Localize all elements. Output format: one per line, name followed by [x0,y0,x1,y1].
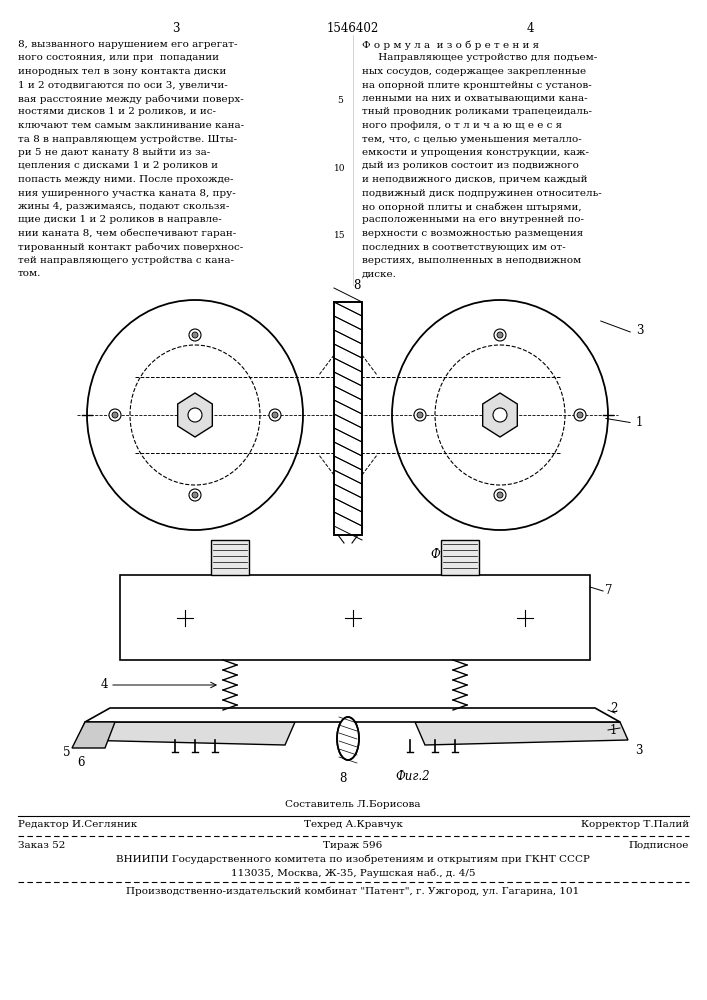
Text: 15: 15 [334,231,346,240]
Text: Составитель Л.Борисова: Составитель Л.Борисова [285,800,421,809]
Text: 10: 10 [334,164,346,173]
Text: 1546402: 1546402 [327,22,379,35]
Text: 113035, Москва, Ж-35, Раушская наб., д. 4/5: 113035, Москва, Ж-35, Раушская наб., д. … [230,868,475,878]
Text: емкости и упрощения конструкции, каж-: емкости и упрощения конструкции, каж- [362,148,589,157]
Text: 3: 3 [173,22,180,35]
Text: ния уширенного участка каната 8, пру-: ния уширенного участка каната 8, пру- [18,188,235,198]
Text: ВНИИПИ Государственного комитета по изобретениям и открытиям при ГКНТ СССР: ВНИИПИ Государственного комитета по изоб… [116,855,590,864]
Circle shape [112,412,118,418]
Text: Направляющее устройство для подъем-: Направляющее устройство для подъем- [362,53,597,62]
Text: 8: 8 [353,279,361,292]
Bar [334,302,362,535]
Text: но опорной плиты и снабжен штырями,: но опорной плиты и снабжен штырями, [362,202,582,212]
Text: 1: 1 [636,416,643,430]
Circle shape [574,409,586,421]
Ellipse shape [337,717,359,760]
Text: тей направляющего устройства с кана-: тей направляющего устройства с кана- [18,256,234,265]
Text: 6: 6 [78,756,85,768]
Text: Фиг.2: Фиг.2 [395,770,430,783]
Text: ностями дисков 1 и 2 роликов, и ис-: ностями дисков 1 и 2 роликов, и ис- [18,107,216,116]
Text: 1: 1 [610,724,617,736]
Circle shape [192,492,198,498]
Text: тем, что, с целью уменьшения металло-: тем, что, с целью уменьшения металло- [362,134,582,143]
Text: Тираж 596: Тираж 596 [323,841,382,850]
Text: вая расстояние между рабочими поверх-: вая расстояние между рабочими поверх- [18,94,244,104]
Polygon shape [85,708,620,722]
Text: Редактор И.Сегляник: Редактор И.Сегляник [18,820,137,829]
Text: 3: 3 [635,744,643,756]
Text: 4: 4 [100,678,108,692]
Circle shape [192,332,198,338]
Text: попасть между ними. После прохожде-: попасть между ними. После прохожде- [18,175,233,184]
Text: Фиг.1: Фиг.1 [430,548,464,561]
Text: инородных тел в зону контакта диски: инородных тел в зону контакта диски [18,67,226,76]
Text: Ф о р м у л а  и з о б р е т е н и я: Ф о р м у л а и з о б р е т е н и я [362,40,539,49]
Text: ри 5 не дают канату 8 выйти из за-: ри 5 не дают канату 8 выйти из за- [18,148,210,157]
Text: ных сосудов, содержащее закрепленные: ных сосудов, содержащее закрепленные [362,67,586,76]
Text: 2: 2 [610,702,617,714]
Text: жины 4, разжимаясь, подают скользя-: жины 4, разжимаясь, подают скользя- [18,202,229,211]
Text: расположенными на его внутренней по-: расположенными на его внутренней по- [362,216,584,225]
Polygon shape [72,722,115,748]
Text: дый из роликов состоит из подвижного: дый из роликов состоит из подвижного [362,161,579,170]
Circle shape [188,408,202,422]
Circle shape [269,409,281,421]
Circle shape [414,409,426,421]
Text: 1 и 2 отодвигаются по оси 3, увеличи-: 1 и 2 отодвигаются по оси 3, увеличи- [18,81,228,90]
Text: нии каната 8, чем обеспечивают гаран-: нии каната 8, чем обеспечивают гаран- [18,229,236,238]
Text: подвижный диск подпружинен относитель-: подвижный диск подпружинен относитель- [362,188,602,198]
Text: 8: 8 [339,772,346,785]
Circle shape [497,492,503,498]
Circle shape [189,489,201,501]
Text: ного состояния, или при  попадании: ного состояния, или при попадании [18,53,219,62]
Text: 3: 3 [636,324,643,336]
Text: 8, вызванного нарушением его агрегат-: 8, вызванного нарушением его агрегат- [18,40,238,49]
Circle shape [417,412,423,418]
Text: верстиях, выполненных в неподвижном: верстиях, выполненных в неподвижном [362,256,581,265]
Polygon shape [77,722,295,745]
Text: 7: 7 [605,584,612,596]
Text: 5: 5 [337,96,343,105]
Text: верхности с возможностью размещения: верхности с возможностью размещения [362,229,583,238]
Text: диске.: диске. [362,269,397,278]
Circle shape [272,412,278,418]
Text: 4: 4 [526,22,534,35]
Text: ленными на них и охватывающими кана-: ленными на них и охватывающими кана- [362,94,588,103]
Text: Заказ 52: Заказ 52 [18,841,65,850]
Polygon shape [177,393,212,437]
Text: тный проводник роликами трапецеидаль-: тный проводник роликами трапецеидаль- [362,107,592,116]
Text: том.: том. [18,269,42,278]
Circle shape [577,412,583,418]
Text: ключают тем самым заклинивание кана-: ключают тем самым заклинивание кана- [18,121,244,130]
Text: 5: 5 [62,746,70,758]
Text: цепления с дисками 1 и 2 роликов и: цепления с дисками 1 и 2 роликов и [18,161,218,170]
Bar [441,540,479,575]
Text: и неподвижного дисков, причем каждый: и неподвижного дисков, причем каждый [362,175,588,184]
Text: та 8 в направляющем устройстве. Шты-: та 8 в направляющем устройстве. Шты- [18,134,237,143]
Text: Подписное: Подписное [629,841,689,850]
Circle shape [497,332,503,338]
Text: щие диски 1 и 2 роликов в направле-: щие диски 1 и 2 роликов в направле- [18,216,222,225]
Text: Производственно-издательский комбинат "Патент", г. Ужгород, ул. Гагарина, 101: Производственно-издательский комбинат "П… [127,887,580,896]
Circle shape [189,329,201,341]
Text: тированный контакт рабочих поверхнос-: тированный контакт рабочих поверхнос- [18,242,243,252]
Circle shape [494,329,506,341]
Circle shape [109,409,121,421]
Polygon shape [415,722,628,745]
Bar [334,302,362,535]
Bar [211,540,249,575]
Text: ного профиля, о т л и ч а ю щ е е с я: ного профиля, о т л и ч а ю щ е е с я [362,121,562,130]
Polygon shape [483,393,518,437]
Text: Корректор Т.Палий: Корректор Т.Палий [581,820,689,829]
Bar [120,575,590,660]
Text: Техред А.Кравчук: Техред А.Кравчук [303,820,402,829]
Circle shape [494,489,506,501]
Text: на опорной плите кронштейны с установ-: на опорной плите кронштейны с установ- [362,81,592,90]
Circle shape [493,408,507,422]
Text: последних в соответствующих им от-: последних в соответствующих им от- [362,242,566,251]
